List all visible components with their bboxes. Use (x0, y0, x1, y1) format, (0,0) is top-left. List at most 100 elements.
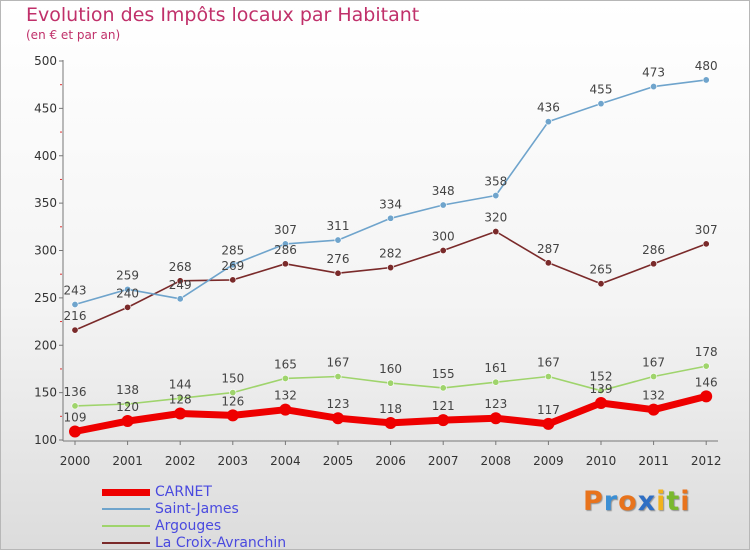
y-tick-label: 450 (34, 101, 57, 115)
data-label-carnet: 120 (116, 400, 139, 414)
x-tick-label: 2003 (218, 454, 249, 468)
data-point-la-croix-avranchin (124, 303, 132, 311)
y-tick-label: 300 (34, 244, 57, 258)
data-point-argouges (176, 394, 184, 402)
x-tick-label: 2001 (112, 454, 143, 468)
data-point-la-croix-avranchin (439, 247, 447, 255)
data-label-la-croix-avranchin: 216 (64, 309, 87, 323)
y-tick-label: 200 (34, 338, 57, 352)
legend-label-saint-james: Saint-James (155, 501, 239, 517)
data-point-saint-james (334, 236, 342, 244)
data-label-la-croix-avranchin: 287 (537, 242, 560, 256)
data-label-carnet: 126 (221, 394, 244, 408)
legend-swatch-argouges (102, 525, 150, 527)
y-tick-label: 350 (34, 196, 57, 210)
data-point-la-croix-avranchin (229, 276, 237, 284)
data-point-carnet (332, 412, 344, 425)
data-point-la-croix-avranchin (71, 326, 79, 334)
legend-label-carnet: CARNET (155, 484, 212, 500)
x-tick-label: 2005 (323, 454, 354, 468)
data-label-argouges: 161 (484, 361, 507, 375)
data-label-carnet: 123 (484, 397, 507, 411)
data-point-carnet (384, 416, 397, 429)
data-point-carnet (489, 412, 502, 425)
data-point-la-croix-avranchin (334, 269, 342, 277)
data-label-argouges: 152 (590, 370, 613, 384)
data-label-saint-james: 455 (590, 83, 613, 97)
logo-letter: i (656, 486, 667, 517)
data-point-saint-james (124, 285, 132, 293)
data-label-carnet: 117 (537, 403, 560, 417)
data-label-carnet: 128 (169, 392, 192, 406)
data-point-saint-james (387, 214, 395, 222)
data-point-carnet (69, 425, 81, 438)
data-label-la-croix-avranchin: 286 (642, 243, 665, 257)
data-label-saint-james: 307 (274, 223, 297, 237)
data-label-la-croix-avranchin: 240 (116, 286, 139, 300)
data-point-saint-james (544, 118, 552, 126)
proxiti-logo: Proxiti (583, 486, 691, 517)
x-tick-label: 2007 (428, 454, 459, 468)
data-point-saint-james (229, 261, 237, 269)
data-point-saint-james (176, 295, 184, 303)
data-point-argouges (71, 402, 79, 410)
data-label-argouges: 167 (537, 356, 560, 370)
legend-swatch-carnet (102, 488, 150, 496)
data-point-carnet (542, 417, 555, 430)
data-point-saint-james (702, 76, 710, 84)
legend-label-la-croix-avranchin: La Croix-Avranchin (155, 535, 287, 551)
data-label-saint-james: 259 (116, 268, 139, 282)
data-label-carnet: 123 (327, 397, 350, 411)
data-point-la-croix-avranchin (492, 228, 500, 236)
data-point-la-croix-avranchin (597, 280, 605, 288)
data-label-la-croix-avranchin: 265 (590, 263, 613, 277)
data-label-saint-james: 473 (642, 66, 665, 80)
data-point-carnet (226, 409, 239, 422)
x-tick-label: 2004 (270, 454, 301, 468)
data-label-argouges: 160 (379, 362, 402, 376)
data-label-la-croix-avranchin: 286 (274, 243, 297, 257)
data-label-saint-james: 480 (695, 59, 718, 73)
data-point-carnet (647, 403, 660, 416)
data-point-la-croix-avranchin (702, 240, 710, 248)
data-point-carnet (121, 415, 134, 428)
data-point-saint-james (597, 100, 605, 108)
data-point-argouges (492, 378, 500, 386)
x-tick-label: 2012 (691, 454, 722, 468)
data-label-saint-james: 285 (221, 244, 244, 258)
y-tick-label: 100 (34, 433, 57, 447)
data-label-saint-james: 311 (327, 219, 350, 233)
data-label-argouges: 155 (432, 367, 455, 381)
y-tick-label: 500 (34, 54, 57, 68)
legend-swatch-la-croix-avranchin (102, 542, 150, 544)
data-point-la-croix-avranchin (544, 259, 552, 267)
data-point-la-croix-avranchin (650, 260, 658, 268)
axes: 100 150 200 250 300 350 400 450 500 2000 2001 2002 2… (34, 54, 721, 468)
data-point-la-croix-avranchin (387, 264, 395, 272)
data-points (69, 76, 713, 438)
legend-swatch-saint-james (102, 508, 150, 510)
data-label-carnet: 121 (432, 399, 455, 413)
data-point-argouges (124, 400, 132, 408)
data-point-argouges (439, 384, 447, 392)
data-label-argouges: 167 (327, 356, 350, 370)
y-tick-label: 150 (34, 386, 57, 400)
data-label-carnet: 109 (64, 410, 87, 424)
data-label-carnet: 132 (274, 389, 297, 403)
data-label-la-croix-avranchin: 320 (484, 211, 507, 225)
x-tick-label: 2008 (481, 454, 512, 468)
y-tick-label: 400 (34, 149, 57, 163)
logo-letter: x (637, 486, 657, 517)
data-labels: 136 138 144 150 165 167 160 155 161 167 152 167 178 2… (64, 59, 718, 425)
data-label-saint-james: 334 (379, 197, 402, 211)
data-label-argouges: 138 (116, 383, 139, 397)
data-label-saint-james: 358 (484, 175, 507, 189)
data-label-la-croix-avranchin: 268 (169, 260, 192, 274)
data-point-argouges (702, 362, 710, 370)
chart-title: Evolution des Impôts locaux par Habitant (26, 4, 420, 26)
data-point-carnet (174, 407, 187, 420)
data-point-argouges (544, 373, 552, 381)
data-point-la-croix-avranchin (281, 260, 289, 268)
chart-subtitle: (en € et par an) (26, 28, 121, 42)
x-tick-label: 2000 (60, 454, 91, 468)
